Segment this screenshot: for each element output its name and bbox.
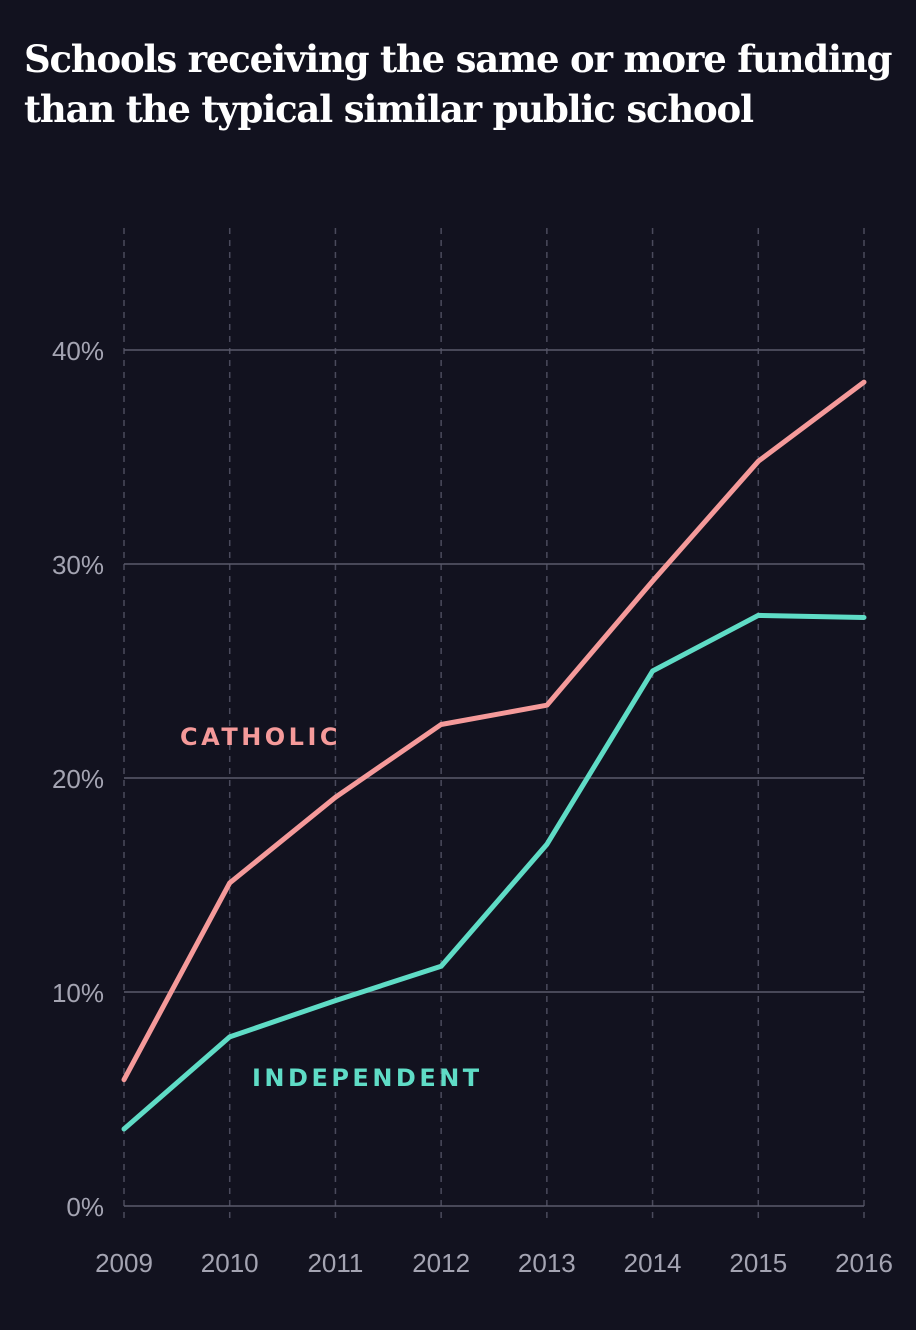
x-axis-ticks: 2009 2010 2011 2012 2013 2014 2015 2016 xyxy=(95,1248,893,1278)
series-lines xyxy=(121,379,867,1132)
y-tick-label-40: 40% xyxy=(52,336,104,366)
x-tick-label-2016: 2016 xyxy=(835,1248,893,1278)
series-labels: CATHOLIC INDEPENDENT xyxy=(180,723,483,1092)
x-tick-label-2010: 2010 xyxy=(201,1248,259,1278)
series-line-catholic xyxy=(121,379,867,1083)
x-tick-label-2014: 2014 xyxy=(624,1248,682,1278)
x-tick-label-2015: 2015 xyxy=(729,1248,787,1278)
y-tick-label-30: 30% xyxy=(52,550,104,580)
y-tick-label-20: 20% xyxy=(52,764,104,794)
series-label-catholic: CATHOLIC xyxy=(180,723,341,751)
chart-title: Schools receiving the same or more fundi… xyxy=(24,37,892,131)
y-tick-label-0: 0% xyxy=(66,1192,104,1222)
x-tick-label-2012: 2012 xyxy=(412,1248,470,1278)
series-line-independent xyxy=(121,612,867,1132)
x-tick-label-2009: 2009 xyxy=(95,1248,153,1278)
x-tick-label-2011: 2011 xyxy=(307,1248,363,1278)
y-tick-label-10: 10% xyxy=(52,978,104,1008)
x-tick-label-2013: 2013 xyxy=(518,1248,576,1278)
series-label-independent: INDEPENDENT xyxy=(252,1064,483,1092)
horizontal-gridlines xyxy=(124,349,864,1207)
y-axis-ticks: 0% 10% 20% 30% 40% xyxy=(52,336,104,1222)
